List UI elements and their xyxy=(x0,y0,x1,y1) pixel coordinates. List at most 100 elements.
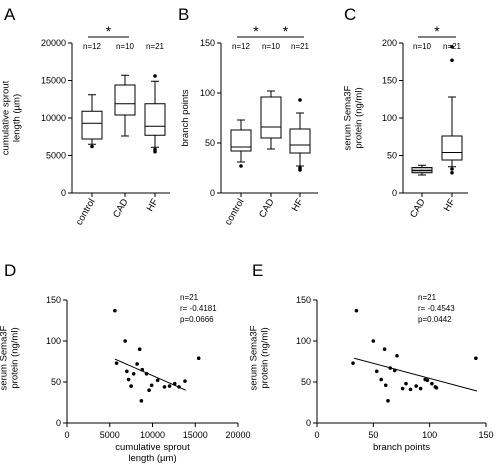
outlier-point xyxy=(450,58,454,63)
y-tick-label: 5000 xyxy=(46,151,66,161)
chart-e: 0 50 100 150 serum Sema3Fprotein (ng/ml) 0 50 1… xyxy=(249,293,494,453)
data-point xyxy=(139,399,144,403)
regression-line xyxy=(354,357,478,392)
stat-label: p=0.0666 xyxy=(180,315,214,324)
y-tick-label: 20000 xyxy=(41,38,66,48)
y-tick-label: 100 xyxy=(46,336,61,346)
box xyxy=(230,129,252,152)
data-point xyxy=(404,381,408,386)
panel-label-b: B xyxy=(178,5,189,24)
y-tick-label: 150 xyxy=(46,295,61,305)
data-point xyxy=(167,384,172,388)
x-tick-label: 10000 xyxy=(140,430,165,440)
y-tick-label: 10000 xyxy=(41,113,66,123)
y-axis-label-line: branch points xyxy=(180,89,191,146)
outlier-point xyxy=(450,44,454,49)
chart-b: 0 50 100 150 branch points control n=12 CAD n=10… xyxy=(180,23,318,227)
n-label: n=21 xyxy=(146,42,165,51)
x-tick-label: 0 xyxy=(64,430,69,440)
data-point xyxy=(155,378,160,383)
box xyxy=(441,135,463,161)
category-label: CAD xyxy=(111,197,131,220)
data-point xyxy=(125,369,129,374)
box xyxy=(114,84,136,116)
data-point xyxy=(386,399,390,403)
data-point xyxy=(379,377,384,382)
x-axis-label: branch points xyxy=(373,442,430,453)
data-point xyxy=(183,379,187,383)
panel-label-d: D xyxy=(4,261,16,280)
box xyxy=(144,103,166,136)
data-point xyxy=(430,381,434,386)
x-tick-label: 150 xyxy=(478,430,493,440)
y-tick-label: 0 xyxy=(306,418,311,428)
x-tick-label: 100 xyxy=(422,430,437,440)
chart-a: 0 5000 10000 15000 20000 cumulative sproutlen… xyxy=(1,23,170,227)
box xyxy=(81,110,103,140)
y-tick-label: 100 xyxy=(382,113,397,123)
data-point xyxy=(162,385,167,389)
y-axis-label-line: length (µm) xyxy=(12,94,23,142)
y-tick-label: 0 xyxy=(210,188,215,198)
significance-star: * xyxy=(283,23,289,39)
data-point xyxy=(425,378,430,383)
panel-label-e: E xyxy=(252,261,263,280)
outlier-point xyxy=(298,98,302,102)
y-tick-label: 50 xyxy=(301,377,311,387)
data-point xyxy=(113,308,117,313)
data-point xyxy=(371,339,376,343)
n-label: n=12 xyxy=(83,42,102,51)
data-point xyxy=(354,308,359,313)
y-axis-label-line: serum Sema3F xyxy=(249,325,260,390)
outlier-point xyxy=(153,147,157,152)
y-tick-label: 100 xyxy=(296,336,311,346)
n-label: n=10 xyxy=(116,42,135,51)
data-point xyxy=(135,362,139,366)
chart-c: 0 50 100 150 200 serum Sema3Fprotein (ng/ml) C… xyxy=(343,23,468,220)
outlier-point xyxy=(450,167,454,171)
chart-d: 0 50 100 150 serum Sema3Fprotein (ng/ml) 0 500… xyxy=(0,293,251,464)
y-tick-label: 50 xyxy=(387,151,397,161)
significance-star: * xyxy=(253,23,259,39)
data-point xyxy=(408,387,413,392)
y-axis-label-line: serum Sema3F xyxy=(343,85,354,150)
y-axis-label-line: serum Sema3F xyxy=(0,325,10,390)
y-tick-label: 0 xyxy=(61,188,66,198)
y-tick-label: 150 xyxy=(382,76,397,86)
data-point xyxy=(400,386,405,391)
x-tick-label: 15000 xyxy=(183,430,208,440)
stat-label: p=0.0442 xyxy=(418,315,452,324)
y-axis-label: serum Sema3Fprotein (ng/ml) xyxy=(343,85,365,150)
y-axis-label: serum Sema3Fprotein (ng/ml) xyxy=(0,325,21,390)
panel-label-c: C xyxy=(344,5,356,24)
y-tick-label: 150 xyxy=(200,38,215,48)
y-tick-label: 50 xyxy=(51,377,61,387)
outlier-point xyxy=(450,170,454,175)
y-axis-label-line: protein (ng/ml) xyxy=(354,87,365,148)
n-label: n=12 xyxy=(232,42,251,51)
data-point xyxy=(434,385,439,390)
outlier-point xyxy=(153,74,157,78)
y-tick-label: 0 xyxy=(392,188,397,198)
data-point xyxy=(395,353,399,358)
n-label: n=10 xyxy=(413,42,432,51)
category-label: control xyxy=(74,197,98,227)
box xyxy=(289,128,311,154)
panel-label-a: A xyxy=(4,5,16,24)
category-label: HF xyxy=(145,197,161,214)
stat-label: r= -0.4543 xyxy=(418,304,455,313)
x-axis-label: length (µm) xyxy=(128,453,176,464)
y-axis-label: branch points xyxy=(180,89,191,146)
y-tick-label: 50 xyxy=(205,138,215,148)
data-point xyxy=(126,377,131,382)
regression-line xyxy=(114,358,187,391)
y-axis-label-line: cumulative sprout xyxy=(1,80,12,155)
category-label: CAD xyxy=(257,197,277,220)
n-label: n=10 xyxy=(262,42,281,51)
category-label: control xyxy=(223,197,247,227)
data-point xyxy=(137,347,142,352)
x-tick-label: 0 xyxy=(314,430,319,440)
data-point xyxy=(351,361,355,365)
y-axis-label-line: protein (ng/ml) xyxy=(260,327,271,388)
